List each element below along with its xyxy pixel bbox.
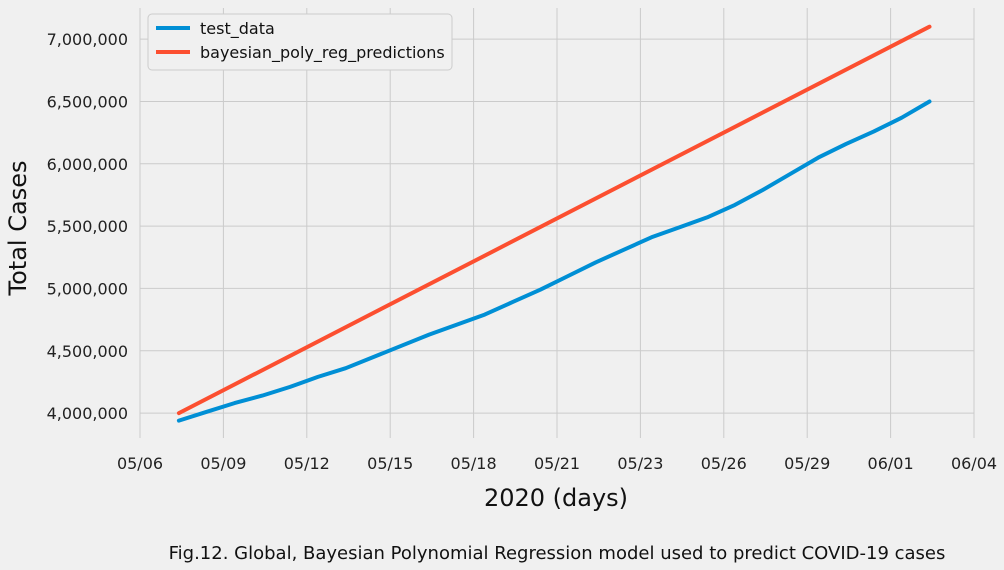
y-tick-label: 5,000,000 xyxy=(47,279,128,298)
x-tick-label: 05/15 xyxy=(367,454,413,473)
x-axis-ticks: 05/06 05/09 05/12 05/15 05/18 05/21 05/23 05/26… xyxy=(117,454,997,473)
x-tick-label: 05/26 xyxy=(701,454,747,473)
figure-caption: Fig.12. Global, Bayesian Polynomial Regr… xyxy=(169,543,946,564)
y-tick-label: 4,000,000 xyxy=(47,404,128,423)
x-tick-label: 05/06 xyxy=(117,454,163,473)
y-axis-ticks: 4,000,000 4,500,000 5,000,000 5,500,000 6,00… xyxy=(47,30,128,423)
legend-label-test-data: test_data xyxy=(200,19,275,39)
y-tick-label: 4,500,000 xyxy=(47,342,128,361)
y-tick-label: 7,000,000 xyxy=(47,30,128,49)
series-line-test-data xyxy=(176,99,932,423)
legend-box xyxy=(147,13,453,71)
grid xyxy=(139,8,975,438)
series-lines xyxy=(176,24,932,423)
series-line-bayesian-poly-reg-predictions xyxy=(176,24,932,416)
x-tick-label: 05/18 xyxy=(451,454,497,473)
legend-label-bayesian-predictions: bayesian_poly_reg_predictions xyxy=(200,43,445,63)
x-axis-label: 2020 (days) xyxy=(484,484,628,512)
x-tick-label: 05/09 xyxy=(200,454,246,473)
x-tick-label: 06/04 xyxy=(951,454,997,473)
y-axis-label: Total Cases xyxy=(4,161,32,297)
y-tick-label: 6,500,000 xyxy=(47,92,128,111)
x-tick-label: 05/29 xyxy=(784,454,830,473)
x-tick-label: 06/01 xyxy=(868,454,914,473)
x-tick-label: 05/21 xyxy=(534,454,580,473)
legend: test_data bayesian_poly_reg_predictions xyxy=(147,13,453,71)
y-tick-label: 5,500,000 xyxy=(47,217,128,236)
y-tick-label: 6,000,000 xyxy=(47,155,128,174)
x-tick-label: 05/23 xyxy=(617,454,663,473)
x-tick-label: 05/12 xyxy=(284,454,330,473)
